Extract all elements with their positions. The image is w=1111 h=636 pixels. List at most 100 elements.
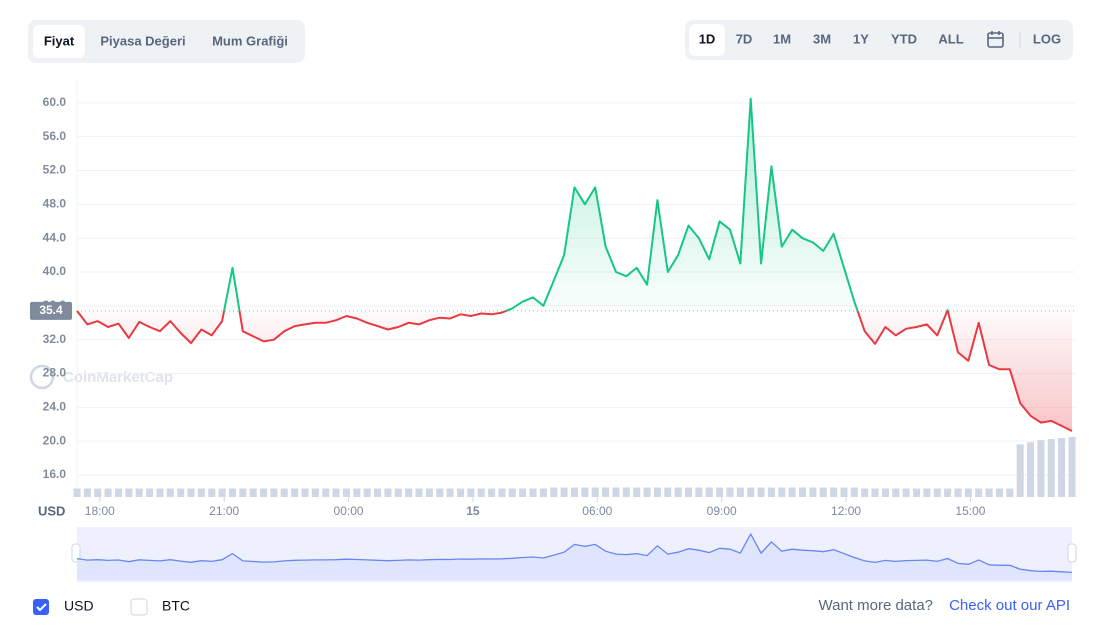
volume-bar	[114, 488, 122, 497]
volume-bar	[374, 488, 382, 497]
volume-bar	[861, 488, 869, 497]
volume-bar	[146, 488, 154, 497]
baseline-label-bg	[30, 301, 72, 320]
volume-bar	[850, 487, 858, 497]
volume-bar	[581, 487, 589, 497]
volume-bar	[944, 488, 952, 497]
x-tick-label: 18:00	[85, 504, 115, 518]
volume-bar	[1068, 437, 1076, 497]
volume-bar	[249, 488, 257, 497]
volume-bar	[425, 488, 433, 497]
y-tick-label: 60.0	[43, 95, 67, 109]
volume-bar	[415, 488, 423, 497]
volume-bar	[166, 488, 174, 497]
navigator-handle[interactable]	[1067, 543, 1077, 563]
volume-bar	[819, 487, 827, 497]
volume-bar	[602, 487, 610, 497]
volume-bar	[311, 488, 319, 497]
log-button[interactable]: LOG	[1033, 31, 1061, 46]
volume-bar	[788, 487, 796, 497]
volume-bar	[685, 487, 693, 497]
volume-bar	[363, 488, 371, 497]
volume-bar	[778, 487, 786, 497]
volume-bar	[716, 487, 724, 497]
range-button[interactable]: 3M	[813, 31, 831, 46]
volume-bar	[322, 488, 330, 497]
volume-bar	[747, 487, 755, 497]
range-button[interactable]: 1Y	[853, 31, 869, 46]
volume-bar	[177, 488, 185, 497]
price-line	[76, 97, 1073, 432]
volume-bar	[1027, 442, 1035, 497]
footer-link[interactable]: Check out our API	[949, 597, 1070, 614]
watermark-logo	[29, 364, 55, 390]
volume-bar	[767, 487, 775, 497]
range-button[interactable]: 1D	[699, 31, 716, 46]
volume-bar	[218, 488, 226, 497]
tab[interactable]: Mum Grafiği	[212, 33, 288, 48]
y-tick-label: 24.0	[43, 400, 67, 414]
volume-bar	[73, 488, 81, 497]
y-axis-label: USD	[38, 503, 65, 518]
volume-bar	[591, 487, 599, 497]
volume-bar	[197, 488, 205, 497]
watermark: CoinMarketCap	[63, 369, 173, 386]
volume-bar	[342, 488, 350, 497]
y-tick-label: 20.0	[43, 433, 67, 447]
volume-bar	[436, 488, 444, 497]
tab[interactable]: Piyasa Değeri	[100, 33, 185, 48]
volume-bar	[1006, 488, 1014, 497]
volume-bar	[539, 488, 547, 497]
volume-bar	[923, 488, 931, 497]
volume-bar	[488, 488, 496, 497]
volume-bar	[228, 488, 236, 497]
volume-bar	[1058, 438, 1066, 497]
volume-bar	[633, 487, 641, 497]
checkbox-checked[interactable]	[33, 599, 49, 615]
volume-bar	[83, 488, 91, 497]
checkbox[interactable]	[130, 598, 148, 616]
volume-bar	[799, 487, 807, 497]
volume-bar	[985, 488, 993, 497]
navigator-handle[interactable]	[71, 543, 81, 563]
y-tick-label: 48.0	[43, 197, 67, 211]
volume-bar	[560, 487, 568, 497]
volume-bar	[933, 488, 941, 497]
volume-bar	[809, 487, 817, 497]
range-button[interactable]: 7D	[736, 31, 753, 46]
x-tick-label: 21:00	[209, 504, 239, 518]
y-tick-label: 52.0	[43, 163, 67, 177]
range-button[interactable]: YTD	[891, 31, 917, 46]
x-tick-label: 15:00	[955, 504, 985, 518]
y-tick-label: 40.0	[43, 264, 67, 278]
volume-bar	[1037, 440, 1045, 497]
volume-bar	[467, 488, 475, 497]
check-mark	[36, 603, 47, 612]
volume-bar	[239, 488, 247, 497]
range-selected	[689, 24, 725, 56]
volume-bar	[508, 488, 516, 497]
legend-label[interactable]: USD	[64, 598, 94, 614]
x-tick-label: 09:00	[707, 504, 737, 518]
y-tick-label: 44.0	[43, 230, 67, 244]
volume-bar	[612, 487, 620, 497]
x-tick-label: 00:00	[334, 504, 364, 518]
volume-bar	[135, 488, 143, 497]
volume-bar	[529, 488, 537, 497]
calendar-icon[interactable]	[987, 31, 1004, 48]
volume-bar	[664, 487, 672, 497]
range-button[interactable]: ALL	[938, 31, 963, 46]
volume-bar	[726, 487, 734, 497]
volume-bar	[394, 488, 402, 497]
navigator-area	[77, 534, 1072, 580]
volume-bar	[291, 488, 299, 497]
volume-bar	[550, 487, 558, 497]
volume-bar	[498, 488, 506, 497]
volume-bar	[695, 487, 703, 497]
tab[interactable]: Fiyat	[44, 33, 75, 48]
legend-label[interactable]: BTC	[162, 598, 190, 614]
volume-bar	[954, 488, 962, 497]
volume-bar	[881, 488, 889, 497]
area	[77, 98, 1072, 431]
range-button[interactable]: 1M	[773, 31, 791, 46]
